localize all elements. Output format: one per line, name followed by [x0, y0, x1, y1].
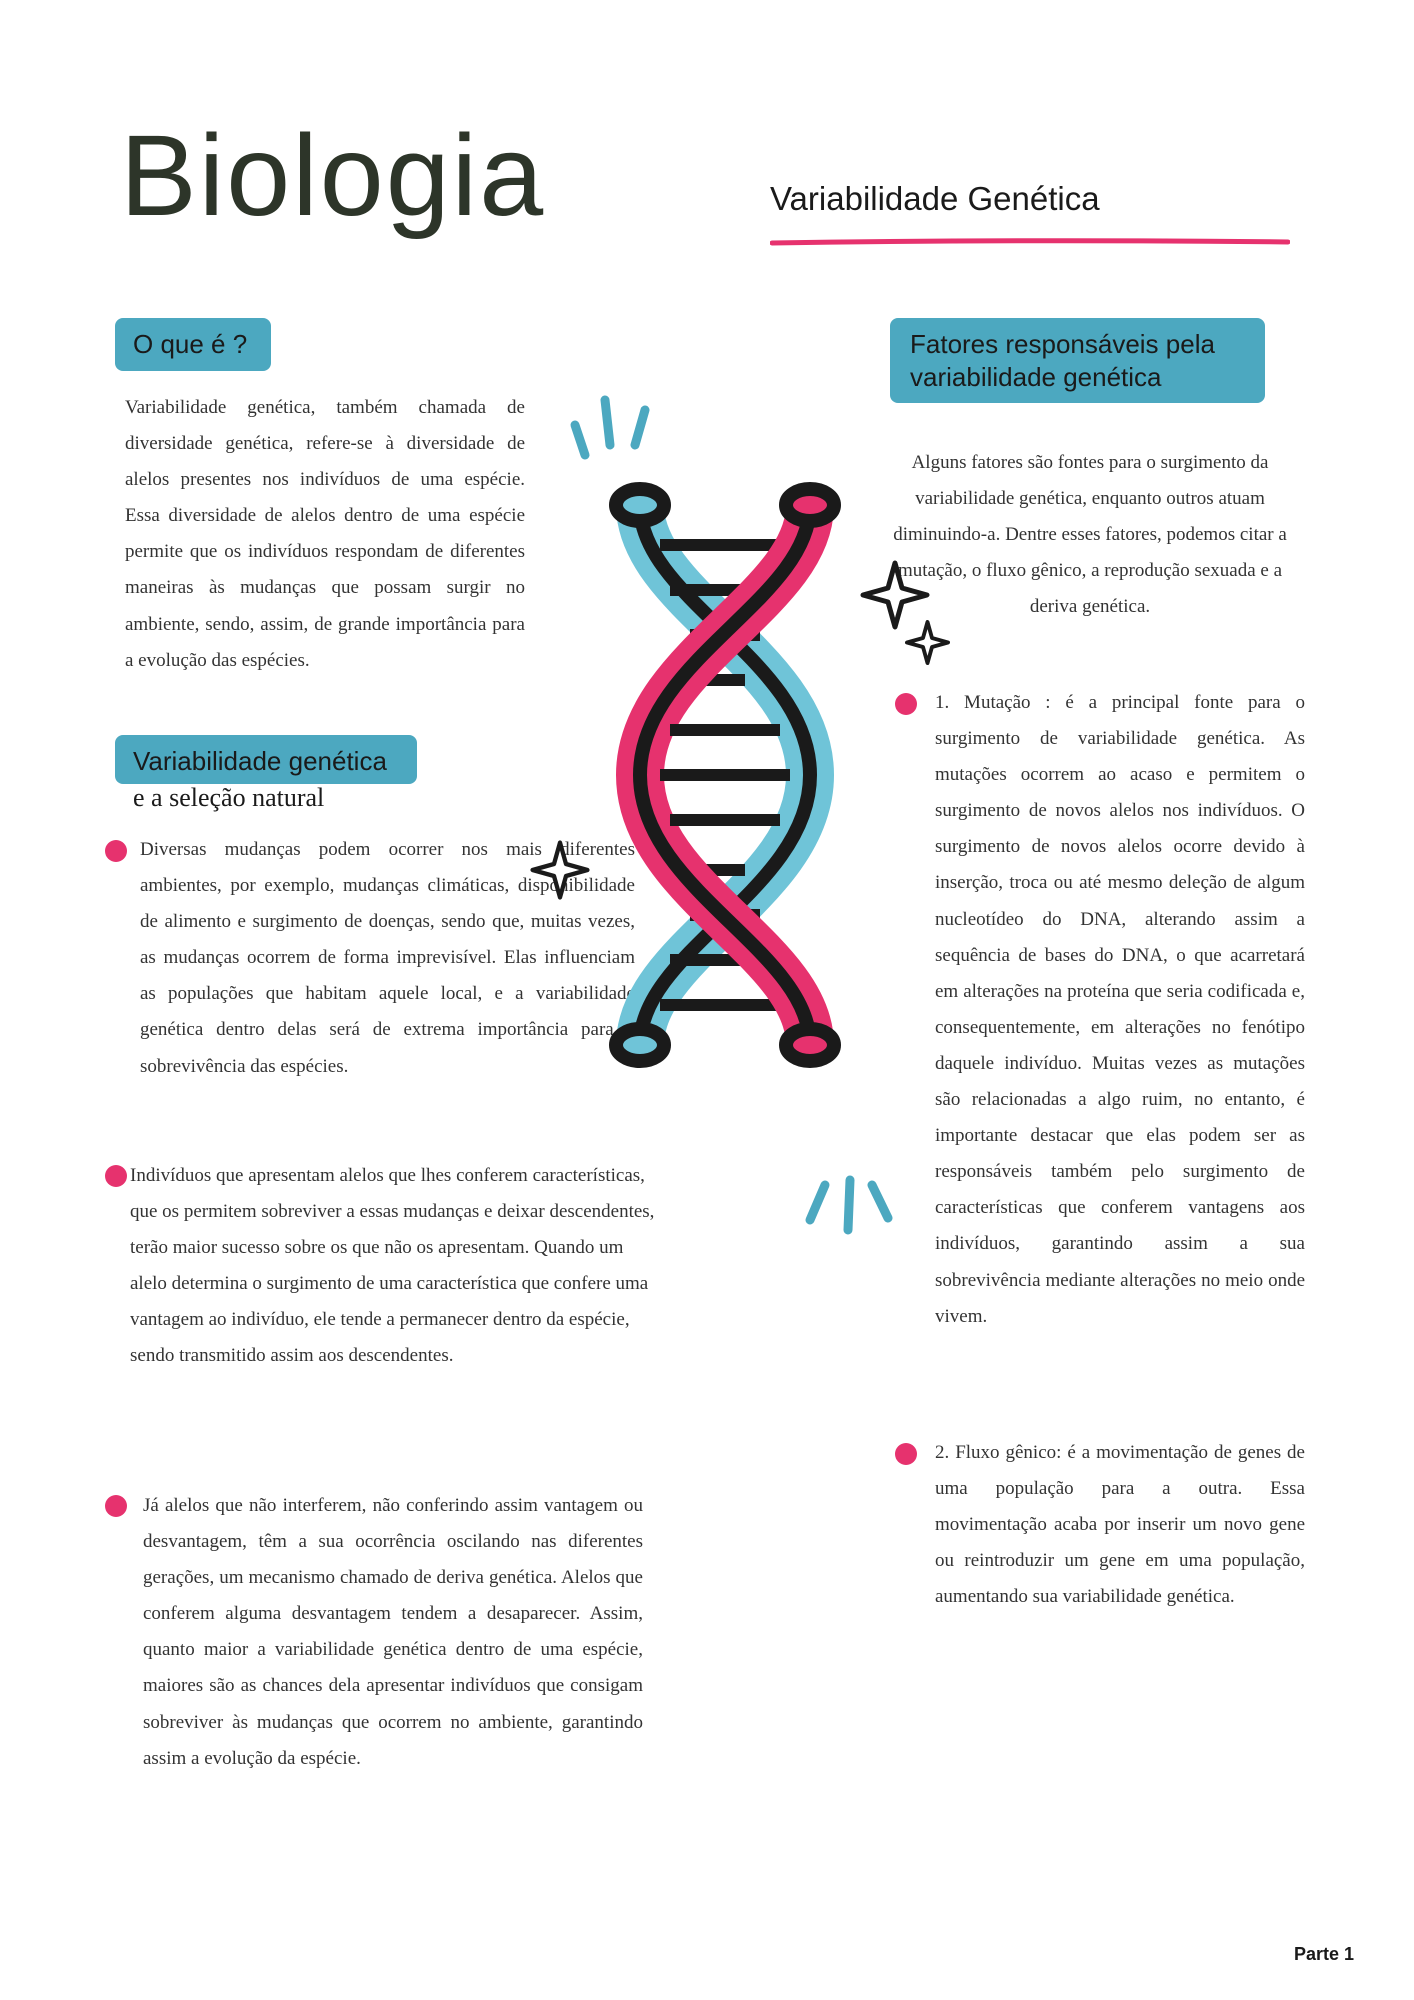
sparkle-lines-icon [800, 1160, 900, 1250]
page-title: Biologia [120, 110, 545, 242]
heading-label-line1: Variabilidade genética [133, 745, 387, 778]
paragraph-factors-intro: Alguns fatores são fontes para o surgime… [880, 445, 1300, 625]
dna-helix-icon [555, 480, 895, 1070]
heading-label-line2: e a seleção natural [133, 783, 324, 813]
paragraph-alleles-advantage: Indivíduos que apresentam alelos que lhe… [130, 1158, 655, 1375]
paragraph-genetic-drift: Já alelos que não interferem, não confer… [143, 1488, 643, 1777]
heading-label: O que é ? [133, 328, 247, 361]
page-number: Parte 1 [1294, 1944, 1354, 1965]
heading-label-line2: variabilidade genética [910, 361, 1215, 394]
sparkle-icon [530, 840, 590, 900]
heading-label-line1: Fatores responsáveis pela [910, 328, 1215, 361]
paragraph-mutation: 1. Mutação : é a principal fonte para o … [935, 685, 1305, 1335]
page-subtitle: Variabilidade Genética [770, 180, 1100, 218]
bullet-icon [105, 1165, 127, 1187]
bullet-icon [105, 840, 127, 862]
heading-what-is: O que é ? [115, 318, 271, 371]
heading-natural-selection: Variabilidade genética [115, 735, 417, 784]
paragraph-definition: Variabilidade genética, também chamada d… [125, 390, 525, 679]
paragraph-gene-flow: 2. Fluxo gênico: é a movimentação de gen… [935, 1435, 1305, 1615]
sparkle-icon [905, 620, 950, 665]
sparkle-lines-icon [565, 385, 665, 475]
bullet-icon [105, 1495, 127, 1517]
bullet-icon [895, 1443, 917, 1465]
heading-factors: Fatores responsáveis pela variabilidade … [890, 318, 1265, 403]
subtitle-underline [770, 238, 1290, 246]
bullet-icon [895, 693, 917, 715]
